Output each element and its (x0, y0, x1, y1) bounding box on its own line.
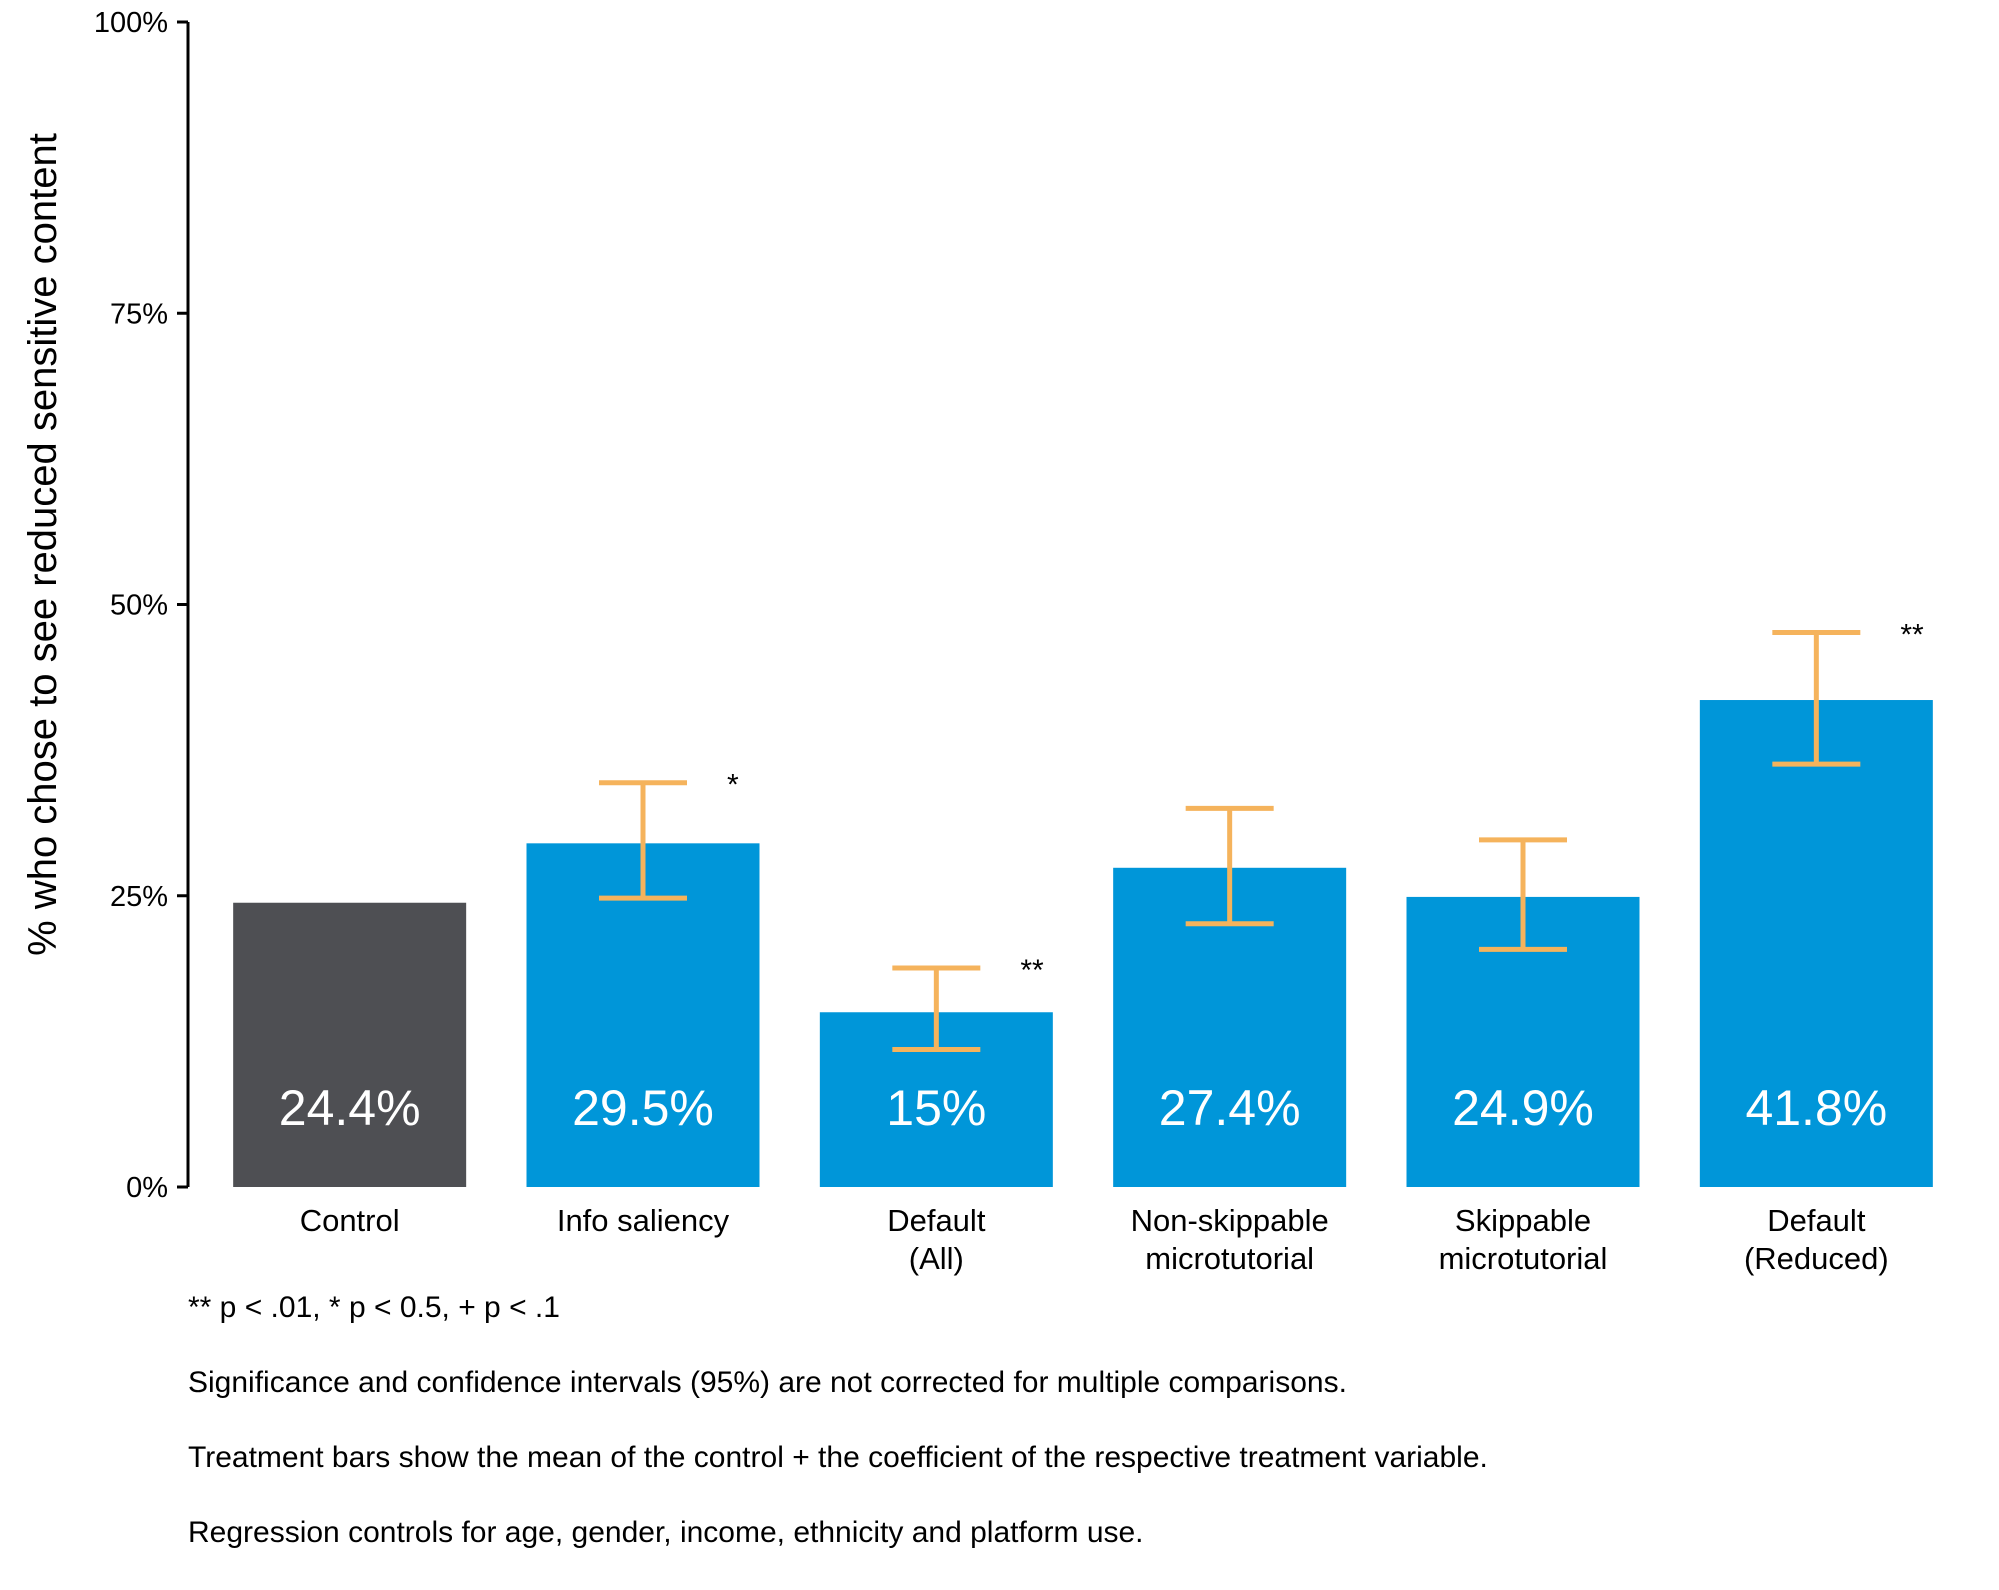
y-axis-label: % who chose to see reduced sensitive con… (21, 133, 65, 956)
bar-value-label: 29.5% (572, 1080, 714, 1136)
bar-value-label: 24.9% (1452, 1080, 1594, 1136)
footnotes: ** p < .01, * p < 0.5, + p < .1 Signific… (188, 1290, 1968, 1590)
y-tick-label: 75% (110, 298, 168, 330)
footnote-significance: ** p < .01, * p < 0.5, + p < .1 (188, 1291, 560, 1324)
footnote-treatment: Treatment bars show the mean of the cont… (188, 1441, 1488, 1474)
footnote-confidence: Significance and confidence intervals (9… (188, 1366, 1347, 1399)
significance-marker: ** (1900, 618, 1924, 651)
significance-marker: ** (1020, 954, 1044, 987)
x-axis-labels: Control Info saliency Default(All)Non-skip… (300, 1203, 1889, 1276)
bar-chart: 0% 25% 50% 75% 100% % who chose to see reduc… (21, 7, 1933, 1276)
x-tick-label: Default (887, 1203, 986, 1238)
bar-value-label: 41.8% (1745, 1080, 1887, 1136)
bar-value-label: 24.4% (279, 1080, 421, 1136)
bar (233, 902, 467, 1187)
x-tick-label: microtutorial (1439, 1241, 1608, 1276)
significance-marker: * (727, 769, 739, 802)
footnote-regression: Regression controls for age, gender, inc… (188, 1516, 1144, 1549)
bars: 24.4% 29.5% * 15% ** 27.4% 24.9% 41.8% ** (233, 618, 1933, 1187)
y-tick-label: 50% (110, 590, 168, 622)
bar-value-label: 27.4% (1159, 1080, 1301, 1136)
x-tick-label: microtutorial (1145, 1241, 1314, 1276)
y-axis: 0% 25% 50% 75% 100% (94, 7, 190, 1204)
x-tick-label: (Reduced) (1744, 1241, 1889, 1276)
bar-value-label: 15% (886, 1080, 986, 1136)
y-tick-label: 25% (110, 881, 168, 913)
x-tick-label: Skippable (1455, 1203, 1591, 1238)
y-tick-label: 100% (94, 7, 168, 39)
x-tick-label: Default (1767, 1203, 1866, 1238)
x-tick-label: Control (300, 1203, 400, 1238)
bar (1699, 700, 1933, 1187)
x-tick-label: Info saliency (557, 1203, 730, 1238)
x-tick-label: Non-skippable (1131, 1203, 1329, 1238)
bar (526, 843, 760, 1187)
x-tick-label: (All) (909, 1241, 964, 1276)
y-tick-label: 0% (126, 1172, 168, 1204)
